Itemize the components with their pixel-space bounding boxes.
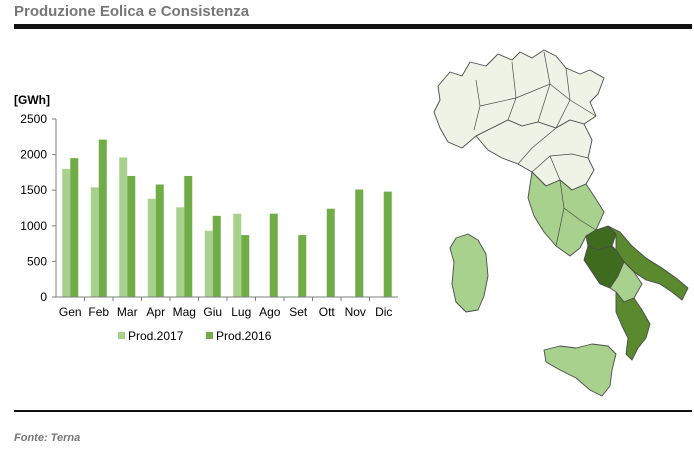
bar-prod-2017-mag (176, 207, 185, 297)
x-tick-label: Mag (173, 305, 196, 319)
header-rule (14, 24, 692, 29)
bar-prod-2017-apr (147, 198, 156, 297)
map-region-north (433, 49, 605, 149)
bar-prod-2016-gen (70, 158, 79, 297)
x-tick-label: Ott (319, 305, 336, 319)
map-region-calabria (615, 291, 651, 361)
bar-prod-2017-lug (233, 213, 242, 297)
legend-label: Prod.2017 (128, 329, 184, 343)
x-tick-label: Mar (117, 305, 138, 319)
y-tick-label: 1000 (20, 219, 47, 233)
bar-prod-2017-mar (119, 157, 128, 297)
x-tick-label: Giu (203, 305, 222, 319)
y-tick-label: 0 (40, 290, 47, 304)
chart-legend: Prod.2017 Prod.2016 (118, 329, 272, 343)
bar-prod-2016-giu (212, 215, 221, 297)
x-tick-label: Ago (259, 305, 281, 319)
bar-prod-2017-gen (62, 168, 71, 297)
footer-rule (14, 410, 692, 412)
y-tick-label: 2500 (20, 112, 47, 126)
page-title: Produzione Eolica e Consistenza (14, 3, 250, 20)
bar-prod-2017-giu (204, 230, 213, 297)
bar-prod-2016-mar (127, 175, 136, 297)
x-tick-label: Dic (375, 305, 392, 319)
y-tick-label: 500 (27, 254, 47, 268)
legend-swatch (206, 332, 213, 339)
italy-regions-map (433, 49, 689, 397)
x-tick-label: Feb (88, 305, 109, 319)
x-tick-label: Lug (231, 305, 251, 319)
map-region-sicilia (543, 343, 617, 397)
x-tick-label: Set (289, 305, 308, 319)
bar-prod-2017-feb (90, 187, 99, 297)
x-tick-label: Apr (146, 305, 165, 319)
bar-prod-2016-dic (383, 191, 392, 297)
x-tick-label: Nov (345, 305, 366, 319)
bar-prod-2016-feb (98, 139, 107, 297)
x-tick-label: Gen (59, 305, 82, 319)
y-axis-unit-label: [GWh] (14, 93, 50, 107)
y-tick-label: 1500 (20, 183, 47, 197)
y-tick-label: 2000 (20, 148, 47, 162)
legend-swatch (118, 332, 125, 339)
bar-prod-2016-nov (355, 189, 364, 297)
map-region-sardegna (449, 233, 489, 313)
source-note: Fonte: Terna (14, 432, 81, 444)
bar-prod-2016-mag (184, 175, 193, 297)
bar-prod-2016-ago (269, 213, 278, 297)
bar-prod-2016-lug (241, 235, 250, 297)
legend-label: Prod.2016 (216, 329, 272, 343)
bar-prod-2016-set (298, 235, 307, 297)
bar-prod-2016-ott (326, 208, 335, 297)
wind-production-chart: [GWh] 0 500 1000 1500 2000 2500 Gen Feb Mar Apr M… (14, 93, 398, 343)
bar-prod-2016-apr (155, 184, 164, 297)
map-region-center-north (475, 119, 595, 191)
